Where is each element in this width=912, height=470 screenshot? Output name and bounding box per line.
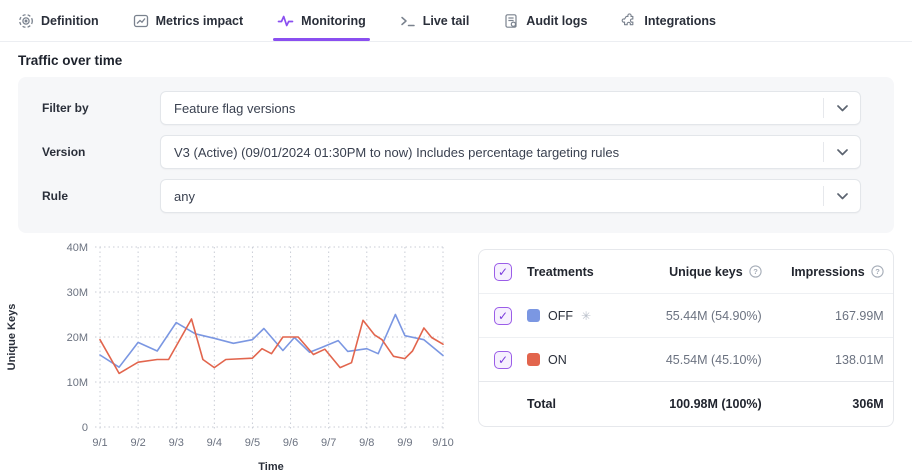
page-title: Traffic over time — [18, 53, 123, 68]
checkmark-icon: ✓ — [497, 352, 509, 367]
svg-text:9/4: 9/4 — [207, 437, 222, 449]
audit-icon — [503, 13, 519, 29]
y-axis-title: Unique Keys — [6, 304, 18, 371]
terminal-icon — [400, 13, 416, 29]
svg-text:0: 0 — [82, 422, 88, 434]
off-unique-keys: 55.44M (54.90%) — [665, 308, 762, 323]
chevron-down-icon — [824, 104, 860, 112]
svg-text:9/2: 9/2 — [130, 437, 145, 449]
svg-text:9/10: 9/10 — [432, 437, 453, 449]
filter-label: Version — [42, 145, 86, 159]
unique-keys-column-header: Unique keys — [669, 264, 743, 279]
traffic-chart: 9/1 9/2 9/3 9/4 9/5 9/6 9/7 9/8 9/9 9/10 0 10M 20M 30… — [0, 237, 470, 470]
default-treatment-icon: ✳ — [581, 308, 592, 323]
svg-text:?: ? — [875, 267, 880, 276]
tab-bar: Definition Metrics impact Monitoring Liv… — [0, 0, 912, 42]
svg-text:30M: 30M — [67, 287, 88, 299]
chart-and-legend-area: 9/1 9/2 9/3 9/4 9/5 9/6 9/7 9/8 9/9 9/10 0 10M 20M 30… — [0, 237, 912, 470]
filter-panel: Filter by Feature flag versions Version … — [18, 77, 894, 233]
tab-label: Audit logs — [526, 13, 588, 28]
filter-row-version: Version V3 (Active) (09/01/2024 01:30PM … — [42, 135, 870, 169]
tab-label: Integrations — [644, 13, 716, 28]
chevron-down-icon — [824, 148, 860, 156]
total-label: Total — [527, 397, 556, 411]
checkmark-icon: ✓ — [497, 308, 509, 323]
filter-by-select[interactable]: Feature flag versions — [160, 91, 861, 125]
checkmark-icon: ✓ — [497, 264, 509, 279]
tab-label: Live tail — [422, 13, 470, 28]
off-row-checkbox[interactable]: ✓ — [494, 306, 512, 325]
filter-row-rule: Rule any — [42, 179, 870, 213]
tab-integrations[interactable]: Integrations — [621, 0, 716, 41]
treatments-table: ✓ Treatments Unique keys ? Impressions ? — [478, 249, 894, 427]
tab-label: Monitoring — [301, 13, 366, 28]
svg-text:10M: 10M — [67, 377, 88, 389]
total-impressions: 306M — [852, 397, 884, 411]
filter-label: Filter by — [42, 101, 89, 115]
table-row-total: Total 100.98M (100%) 306M — [479, 381, 893, 426]
treatments-column-header: Treatments — [527, 264, 594, 279]
svg-text:9/6: 9/6 — [283, 437, 298, 449]
on-unique-keys: 45.54M (45.10%) — [665, 352, 762, 367]
filter-row-filter-by: Filter by Feature flag versions — [42, 91, 870, 125]
svg-text:9/5: 9/5 — [245, 437, 260, 449]
svg-text:40M: 40M — [67, 242, 88, 254]
svg-text:9/9: 9/9 — [397, 437, 412, 449]
on-color-swatch — [527, 353, 540, 366]
help-icon[interactable]: ? — [749, 265, 762, 278]
metrics-icon — [133, 13, 149, 29]
tab-live-tail[interactable]: Live tail — [400, 0, 470, 41]
treatments-table-header: ✓ Treatments Unique keys ? Impressions ? — [479, 250, 893, 294]
tab-monitoring[interactable]: Monitoring — [273, 0, 370, 41]
tab-definition[interactable]: Definition — [18, 0, 99, 41]
tab-label: Metrics impact — [155, 13, 244, 28]
target-icon — [18, 13, 34, 29]
select-value: V3 (Active) (09/01/2024 01:30PM to now) … — [174, 144, 620, 160]
treatment-name: OFF — [548, 308, 573, 323]
select-value: any — [174, 188, 195, 204]
select-divider — [823, 142, 824, 162]
pulse-icon — [277, 13, 294, 29]
table-row-off: ✓ OFF ✳ 55.44M (54.90%) 167.99M — [479, 294, 893, 338]
svg-text:9/7: 9/7 — [321, 437, 336, 449]
total-unique-keys: 100.98M (100%) — [669, 397, 762, 411]
svg-text:9/1: 9/1 — [92, 437, 107, 449]
treatment-name: ON — [548, 352, 567, 367]
svg-text:20M: 20M — [67, 332, 88, 344]
tab-label: Definition — [41, 13, 99, 28]
chevron-down-icon — [824, 192, 860, 200]
svg-text:9/3: 9/3 — [169, 437, 184, 449]
rule-select[interactable]: any — [160, 179, 861, 213]
table-row-on: ✓ ON 45.54M (45.10%) 138.01M — [479, 338, 893, 382]
select-all-checkbox[interactable]: ✓ — [494, 262, 512, 281]
off-color-swatch — [527, 309, 540, 322]
select-value: Feature flag versions — [174, 100, 296, 116]
puzzle-icon — [621, 12, 637, 29]
tab-metrics-impact[interactable]: Metrics impact — [133, 0, 244, 41]
on-impressions: 138.01M — [835, 352, 884, 367]
filter-label: Rule — [42, 189, 69, 203]
select-divider — [823, 186, 824, 206]
impressions-column-header: Impressions — [791, 264, 865, 279]
x-axis-title: Time — [258, 461, 283, 470]
svg-text:?: ? — [753, 267, 758, 276]
tab-audit-logs[interactable]: Audit logs — [503, 0, 587, 41]
version-select[interactable]: V3 (Active) (09/01/2024 01:30PM to now) … — [160, 135, 861, 169]
off-impressions: 167.99M — [835, 308, 884, 323]
help-icon[interactable]: ? — [871, 265, 884, 278]
svg-text:9/8: 9/8 — [359, 437, 374, 449]
on-row-checkbox[interactable]: ✓ — [494, 350, 512, 369]
select-divider — [823, 98, 824, 118]
